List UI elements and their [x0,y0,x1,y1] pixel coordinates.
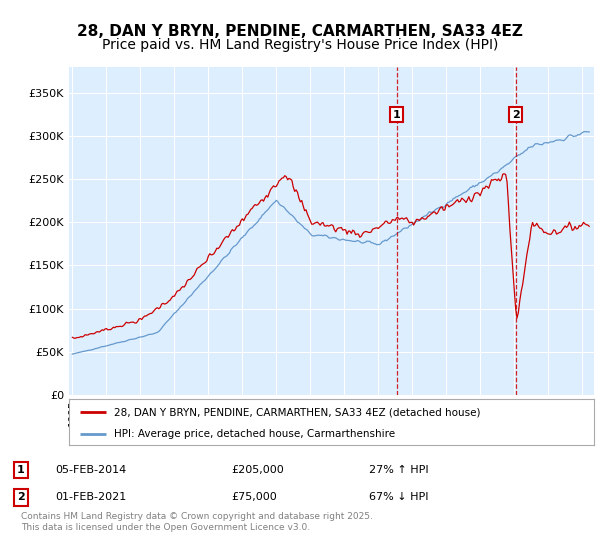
Text: 2: 2 [17,492,25,502]
Text: Price paid vs. HM Land Registry's House Price Index (HPI): Price paid vs. HM Land Registry's House … [102,38,498,52]
Text: Contains HM Land Registry data © Crown copyright and database right 2025.
This d: Contains HM Land Registry data © Crown c… [20,512,373,531]
Text: 2: 2 [512,110,520,120]
Text: 28, DAN Y BRYN, PENDINE, CARMARTHEN, SA33 4EZ (detached house): 28, DAN Y BRYN, PENDINE, CARMARTHEN, SA3… [113,407,480,417]
Text: 28, DAN Y BRYN, PENDINE, CARMARTHEN, SA33 4EZ: 28, DAN Y BRYN, PENDINE, CARMARTHEN, SA3… [77,24,523,39]
Text: 01-FEB-2021: 01-FEB-2021 [55,492,127,502]
Text: 05-FEB-2014: 05-FEB-2014 [55,465,127,475]
Text: 67% ↓ HPI: 67% ↓ HPI [369,492,428,502]
Text: 27% ↑ HPI: 27% ↑ HPI [369,465,429,475]
Text: 1: 1 [393,110,401,120]
Text: £205,000: £205,000 [231,465,284,475]
Text: 1: 1 [17,465,25,475]
Text: £75,000: £75,000 [231,492,277,502]
Text: HPI: Average price, detached house, Carmarthenshire: HPI: Average price, detached house, Carm… [113,429,395,438]
